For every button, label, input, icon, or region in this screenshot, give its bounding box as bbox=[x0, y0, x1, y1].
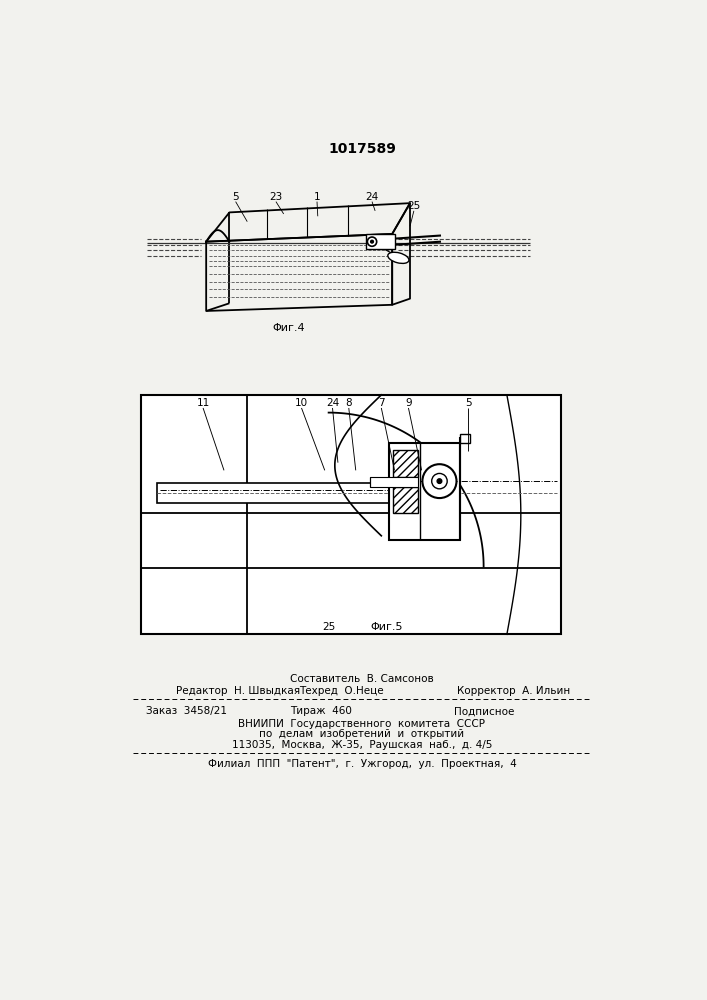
Text: ВНИИПИ  Государственного  комитета  СССР: ВНИИПИ Государственного комитета СССР bbox=[238, 719, 486, 729]
Text: Составитель  В. Самсонов: Составитель В. Самсонов bbox=[290, 674, 434, 684]
Bar bbox=[393, 487, 418, 513]
Text: 23: 23 bbox=[269, 192, 283, 202]
Bar bbox=[141, 395, 561, 634]
Text: 25: 25 bbox=[407, 201, 421, 211]
Text: Техред  О.Неце: Техред О.Неце bbox=[299, 686, 384, 696]
Text: Φиг.4: Φиг.4 bbox=[272, 323, 305, 333]
Text: по  делам  изобретений  и  открытий: по делам изобретений и открытий bbox=[259, 729, 464, 739]
Text: 24: 24 bbox=[326, 398, 339, 408]
Text: 8: 8 bbox=[346, 398, 352, 408]
Bar bbox=[460, 434, 469, 443]
Text: Φиг.5: Φиг.5 bbox=[370, 622, 403, 632]
Circle shape bbox=[368, 237, 377, 246]
Text: Заказ  3458/21: Заказ 3458/21 bbox=[146, 706, 228, 716]
Bar bbox=[370, 477, 418, 487]
Ellipse shape bbox=[388, 252, 409, 263]
Bar bbox=[366, 234, 395, 249]
Text: 7: 7 bbox=[378, 398, 385, 408]
Text: 25: 25 bbox=[322, 622, 335, 632]
Text: Подписное: Подписное bbox=[454, 706, 515, 716]
Bar bbox=[393, 450, 418, 477]
Circle shape bbox=[370, 240, 373, 243]
Text: 24: 24 bbox=[366, 192, 379, 202]
Circle shape bbox=[437, 479, 442, 483]
Text: 9: 9 bbox=[405, 398, 411, 408]
Text: Редактор  Н. Швыдкая: Редактор Н. Швыдкая bbox=[176, 686, 300, 696]
Bar bbox=[156, 483, 398, 503]
Circle shape bbox=[422, 464, 457, 498]
Text: 5: 5 bbox=[464, 398, 472, 408]
Text: 10: 10 bbox=[295, 398, 308, 408]
Text: 113035,  Москва,  Ж-35,  Раушская  наб.,  д. 4/5: 113035, Москва, Ж-35, Раушская наб., д. … bbox=[232, 740, 492, 750]
Bar bbox=[389, 443, 460, 540]
Text: 1: 1 bbox=[314, 192, 320, 202]
Circle shape bbox=[432, 473, 448, 489]
Text: 5: 5 bbox=[233, 192, 239, 202]
Text: 1017589: 1017589 bbox=[328, 142, 396, 156]
Text: Тираж  460: Тираж 460 bbox=[290, 706, 352, 716]
Text: 11: 11 bbox=[197, 398, 210, 408]
Text: Филиал  ППП  "Патент",  г.  Ужгород,  ул.  Проектная,  4: Филиал ППП "Патент", г. Ужгород, ул. Про… bbox=[208, 759, 516, 769]
Text: Корректор  А. Ильин: Корректор А. Ильин bbox=[457, 686, 571, 696]
